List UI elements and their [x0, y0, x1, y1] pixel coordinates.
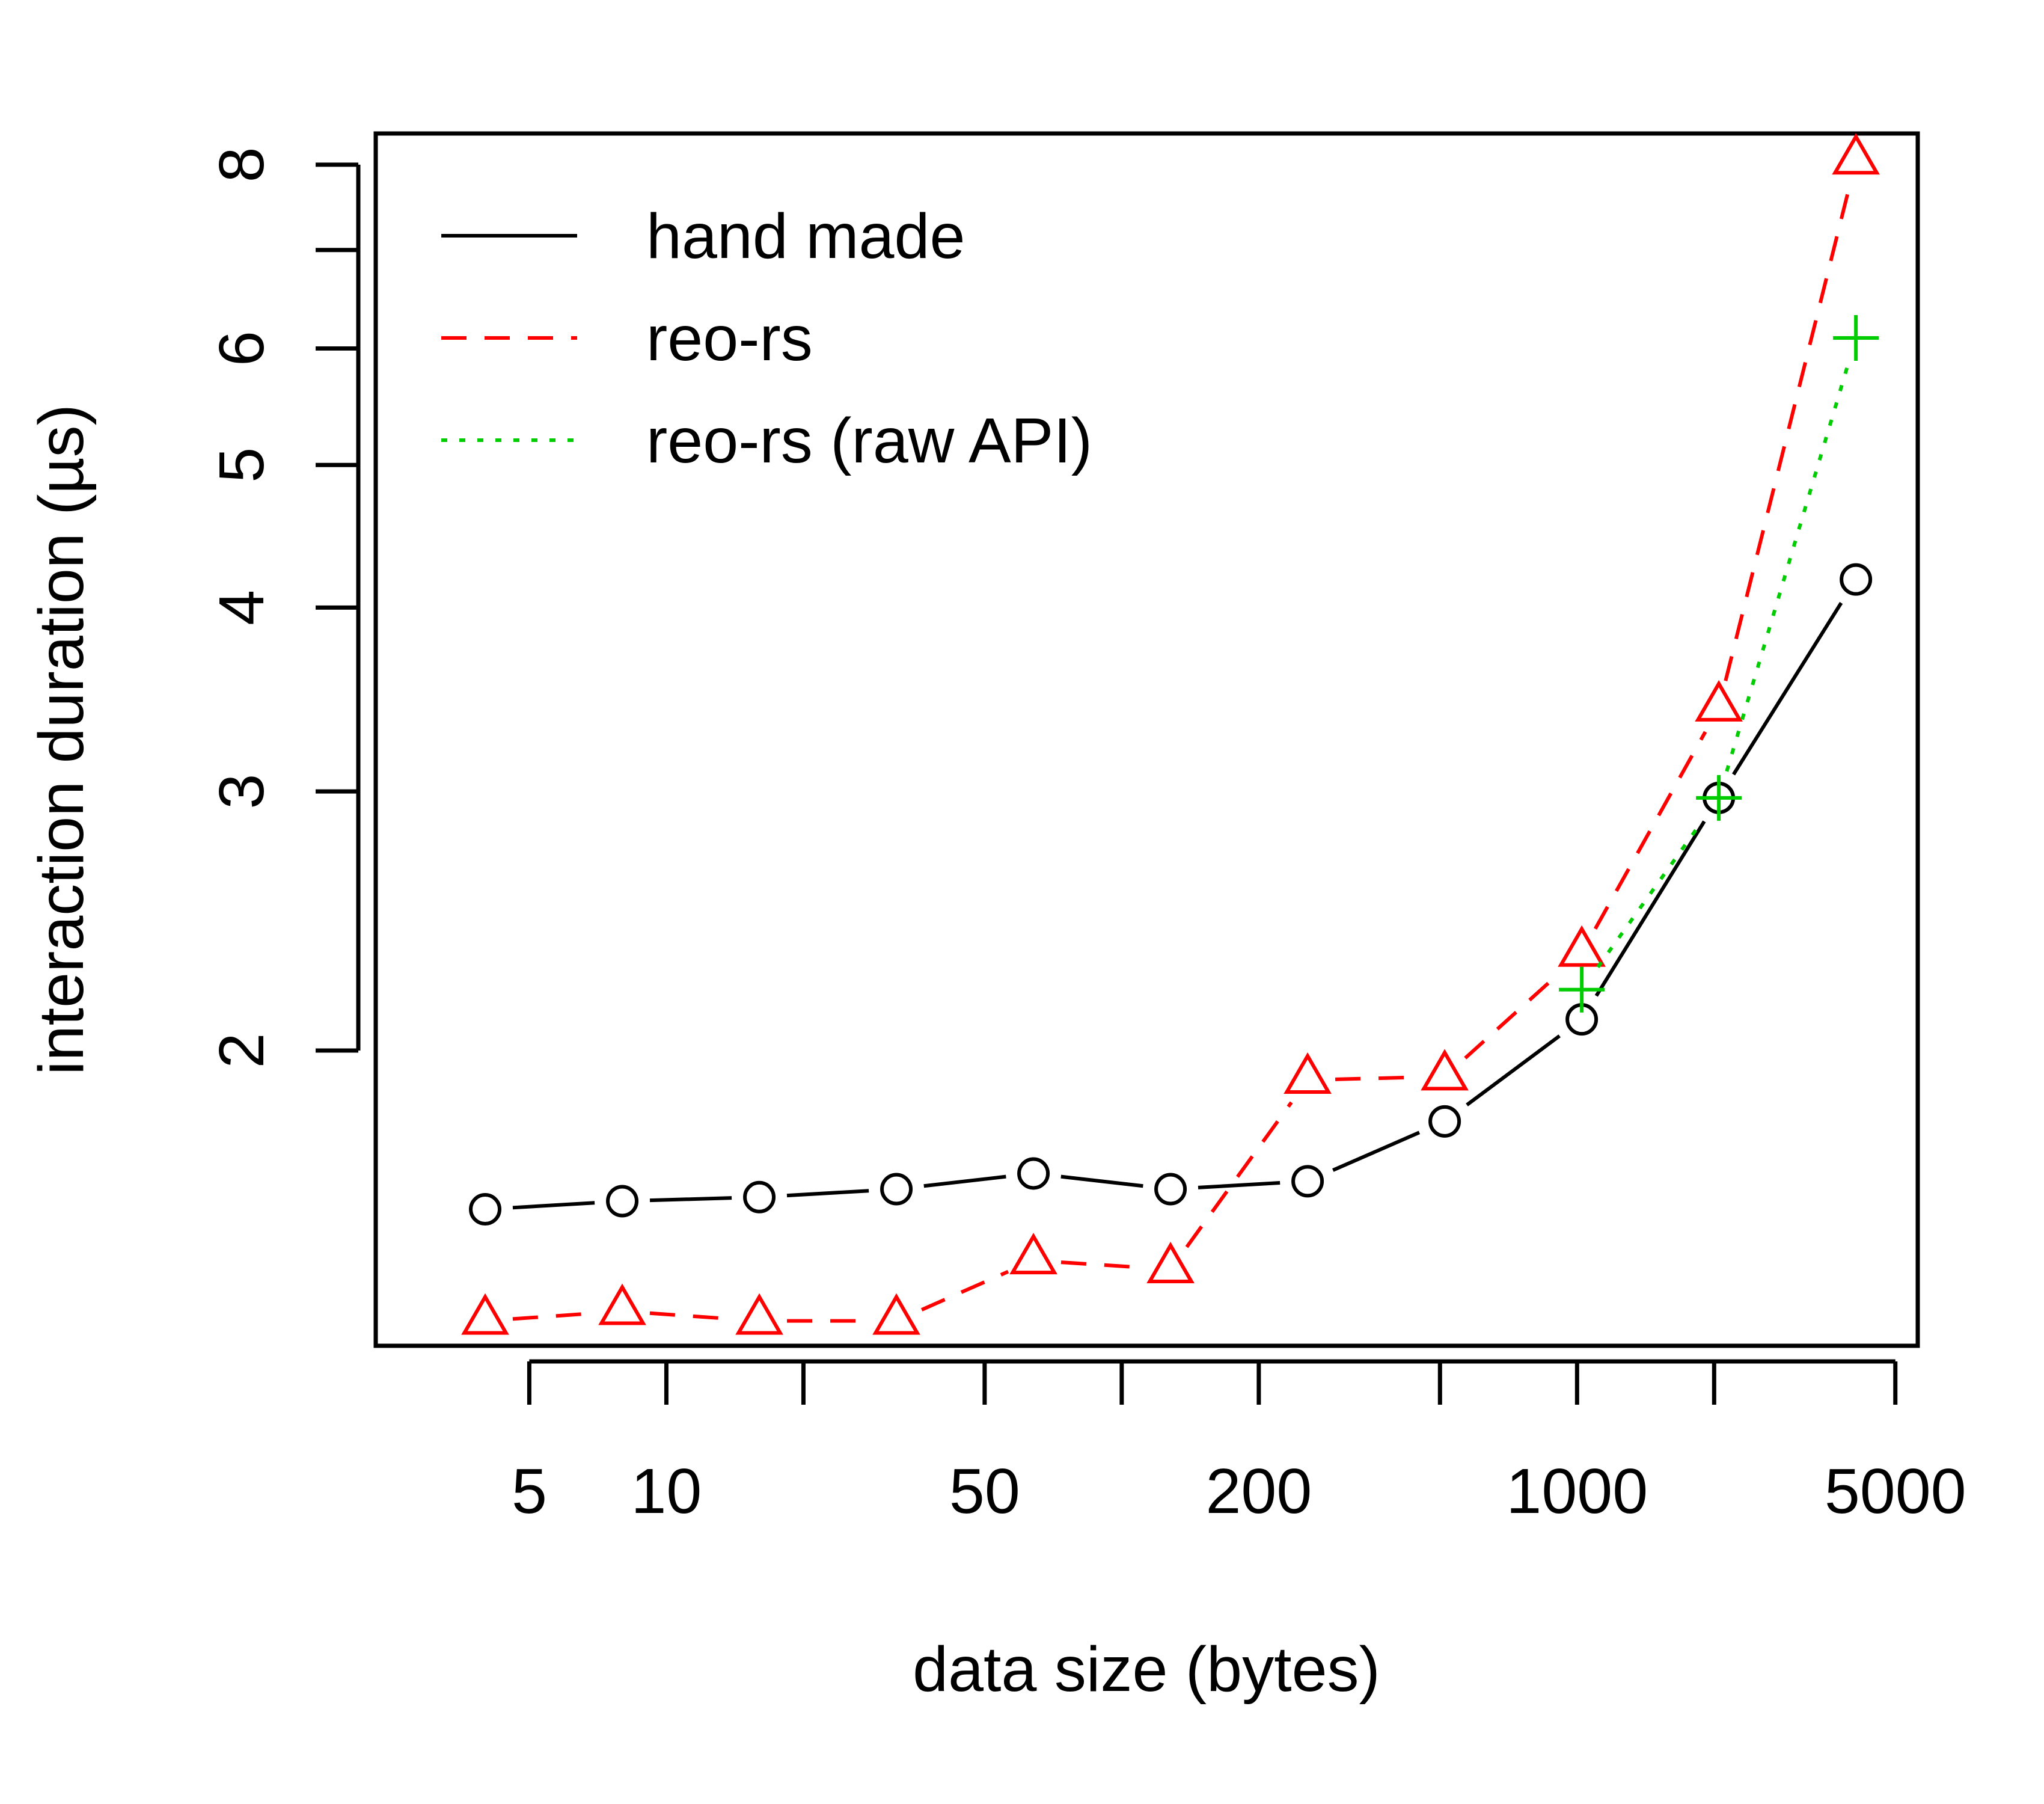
x-tick-label: 5 [512, 1456, 547, 1527]
x-tick-label: 10 [631, 1456, 702, 1527]
series-line-segment [923, 1174, 1006, 1188]
series-line-segment [1185, 1101, 1293, 1248]
data-point-circle [1291, 1165, 1324, 1198]
data-point-plus [1833, 314, 1879, 361]
data-point-triangle [1558, 925, 1606, 967]
data-point-triangle [1695, 680, 1743, 722]
series-line-segment [512, 1311, 595, 1321]
data-point-circle [743, 1180, 776, 1213]
data-point-circle [1428, 1105, 1461, 1138]
data-point-circle [1017, 1157, 1050, 1190]
legend-label-hand-made: hand made [646, 201, 965, 272]
series-line-segment [649, 1311, 732, 1321]
data-point-triangle [1421, 1049, 1469, 1091]
y-tick-label: 5 [206, 447, 277, 483]
y-tick-label: 2 [206, 1033, 277, 1069]
y-tick-label: 4 [206, 590, 277, 625]
series-line-segment [512, 1201, 595, 1210]
data-point-triangle [461, 1293, 509, 1335]
series-line-segment [1332, 1131, 1421, 1172]
data-point-triangle [735, 1293, 783, 1335]
data-point-plus [1696, 775, 1742, 821]
data-point-circle [469, 1193, 502, 1226]
series-layer [461, 133, 1880, 1335]
series-hand-made [469, 563, 1873, 1226]
series-line-segment [1060, 1260, 1143, 1269]
data-point-triangle [1832, 133, 1880, 175]
y-axis-title: interaction duration (µs) [26, 404, 97, 1075]
series-line-segment [786, 1189, 869, 1198]
data-point-plus [1559, 966, 1605, 1013]
series-line-segment [1198, 1181, 1281, 1189]
legend: hand made reo-rs reo-rs (raw API) [441, 201, 1092, 476]
series-reo-rs [461, 133, 1880, 1335]
data-point-circle [880, 1173, 913, 1206]
series-line-segment [1596, 819, 1704, 969]
data-point-triangle [1284, 1052, 1332, 1094]
y-tick-label: 6 [206, 331, 277, 366]
x-axis-title: data size (bytes) [913, 1634, 1380, 1705]
data-point-triangle [1009, 1233, 1057, 1275]
series-reo-rs-raw-api [1559, 314, 1879, 1013]
data-point-circle [606, 1185, 639, 1218]
y-tick-label: 8 [206, 147, 277, 182]
series-line-segment [920, 1269, 1009, 1312]
series-line-segment [649, 1196, 732, 1203]
series-line-segment [1732, 602, 1843, 776]
data-point-circle [1840, 563, 1873, 596]
x-tick-label: 50 [949, 1456, 1020, 1527]
data-point-triangle [598, 1283, 646, 1325]
series-line-segment [1466, 1034, 1561, 1106]
y-axis: 2 3 4 5 6 8 [206, 147, 361, 1069]
data-point-triangle [872, 1293, 920, 1335]
x-tick-label: 1000 [1506, 1456, 1648, 1527]
series-line-segment [1464, 970, 1562, 1060]
legend-label-reo-rs: reo-rs [646, 303, 813, 374]
series-line-segment [1060, 1174, 1143, 1188]
series-line-segment [1724, 187, 1851, 682]
data-point-triangle [1146, 1241, 1195, 1283]
x-tick-label: 200 [1205, 1456, 1312, 1527]
series-line-segment [1725, 364, 1850, 772]
x-axis: 5 10 50 200 1000 5000 [512, 1359, 1966, 1527]
series-line-segment [1335, 1075, 1418, 1081]
x-tick-label: 5000 [1825, 1456, 1966, 1527]
y-tick-label: 3 [206, 774, 277, 809]
series-line-segment [1594, 820, 1706, 997]
data-point-circle [1154, 1173, 1187, 1206]
legend-label-reo-rs-raw-api: reo-rs (raw API) [646, 405, 1092, 476]
series-line-segment [1593, 731, 1707, 930]
plot-frame [373, 131, 1920, 1348]
